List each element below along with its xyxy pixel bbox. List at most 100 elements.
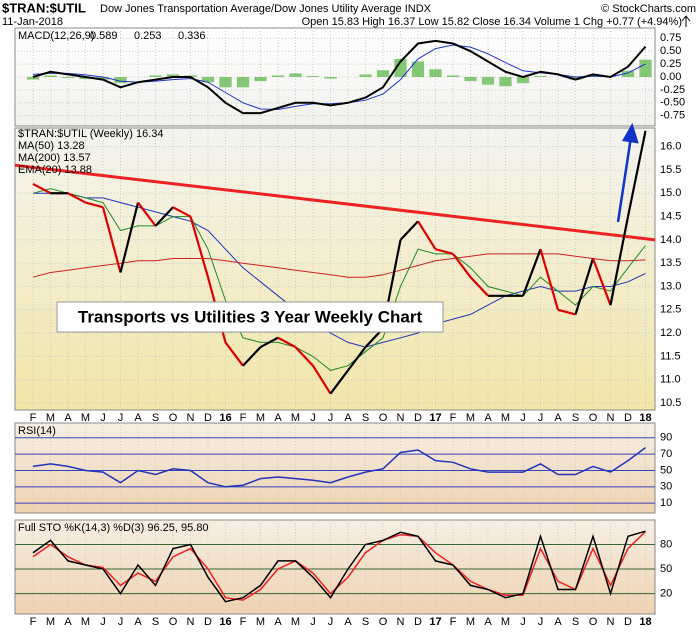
x-tick-label: 16 [219,616,231,628]
price-segment [452,253,472,278]
x-tick-label: A [64,412,72,424]
y-tick-label: 16.0 [660,141,681,153]
histogram-bar [306,75,320,77]
series-line [32,188,646,371]
x-tick-label: A [554,616,562,628]
legend-value: 13.88 [64,164,92,176]
x-tick-label: J [520,412,526,424]
x-tick-label: 17 [429,412,441,424]
price-segment [347,346,367,372]
price-segment [119,202,140,273]
legend-entry: MA(50) 13.28 [18,140,85,152]
legend-name: $TRAN:$UTIL (Weekly) [18,128,133,140]
x-tick-label: N [397,412,405,424]
x-tick-label: S [572,412,579,424]
x-tick-label: A [134,616,142,628]
y-tick-label: 15.5 [660,164,681,176]
legend-entry: $TRAN:$UTIL (Weekly) 16.34 [18,128,164,140]
arrow [616,122,639,223]
x-tick-label: N [187,616,195,628]
x-tick-label: O [379,616,388,628]
series-line [33,192,646,348]
x-tick-label: M [46,616,55,628]
histogram-bar [289,73,302,77]
histogram-bar [534,75,547,77]
histogram-bar [516,77,530,84]
legend-entry: MA(200) 13.57 [18,152,91,164]
panel-background [14,422,656,514]
price-segment [591,258,612,306]
histogram-bar [446,75,460,77]
x-tick-label: N [607,412,615,424]
histogram-bar [96,77,110,80]
price-segment [399,220,419,241]
x-tick-label: O [169,616,178,628]
y-tick-label: -0.50 [660,97,685,109]
x-tick-label: S [152,412,159,424]
price-segment [417,220,437,250]
y-tick-label: 13.0 [660,280,681,292]
series-line [32,253,646,278]
symbol: $TRAN:$UTIL [2,0,86,15]
histogram-bar [481,77,495,85]
y-tick-label: 10 [660,497,672,509]
panel-background [14,519,656,615]
x-tick-label: O [169,412,178,424]
price-segment [294,346,314,367]
legend-name: MA(200) [18,152,60,164]
histogram-bar [429,69,442,77]
histogram-bar [376,70,390,77]
x-tick-label: A [344,616,352,628]
x-tick-label: A [274,616,282,628]
series-line [32,39,647,115]
x-tick-label: A [484,412,492,424]
x-tick-label: J [538,616,544,628]
x-tick-label: M [501,412,510,424]
x-tick-label: F [450,616,457,628]
x-tick-label: N [397,616,405,628]
y-tick-label: 0.50 [660,45,681,57]
price-segment [32,182,52,195]
price-segment [435,248,454,255]
x-tick-label: J [118,616,124,628]
y-tick-label: 11.0 [660,374,681,386]
y-tick-label: 0.25 [660,58,681,70]
y-tick-label: 12.0 [660,327,681,339]
y-tick-label: 50 [660,464,672,476]
x-tick-label: M [256,412,265,424]
panel-title: Full STO %K(14,3) %D(3) 96.25, 95.80 [18,522,209,534]
histogram-bar [149,75,162,77]
histogram-bar [324,77,337,79]
x-tick-label: O [589,412,598,424]
x-tick-label: F [240,412,247,424]
x-tick-label: J [310,412,316,424]
x-tick-label: M [291,412,300,424]
credit: © StockCharts.com [601,3,696,15]
x-tick-label: 16 [219,412,231,424]
y-tick-label: 14.5 [660,210,681,222]
panel-title: RSI(14) [18,425,56,437]
x-tick-label: J [538,412,544,424]
legend-entry: EMA(20) 13.88 [18,164,92,176]
histogram-bar [201,77,215,83]
x-tick-label: 17 [429,616,441,628]
price-segment [101,206,122,273]
legend-value: 0.253 [134,30,162,42]
x-tick-label: F [30,412,37,424]
price-segment [85,201,104,209]
histogram-bar [464,77,477,82]
up-arrow-icon [681,15,691,27]
x-tick-label: D [204,412,212,424]
histogram-bar [271,75,285,77]
legend-value: 13.28 [57,140,85,152]
panels: 0.750.500.250.00-0.25-0.50-0.75 MACD(12,2… [14,27,685,628]
annotation-box [56,301,444,333]
y-tick-label: 13.5 [660,257,681,269]
x-tick-label: D [414,616,422,628]
x-tick-label: A [134,412,142,424]
histogram-bar [166,74,180,77]
x-tick-label: 18 [639,616,651,628]
y-tick-label: 15.0 [660,187,681,199]
x-tick-label: F [240,616,247,628]
